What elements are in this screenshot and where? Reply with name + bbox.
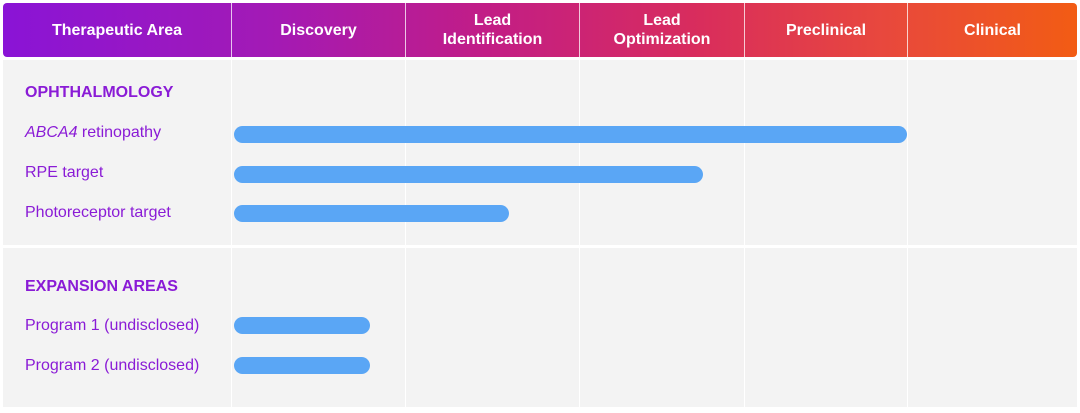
program-label-rpe-target: RPE target	[25, 164, 104, 181]
stage-header: Therapeutic Area Discovery Lead Identifi…	[3, 3, 1077, 57]
header-stage-discovery: Discovery	[280, 21, 357, 39]
header-divider	[231, 3, 232, 57]
header-stage-lead-optimization: Lead Optimization	[613, 12, 711, 48]
program-label-program-1: Program 1 (undisclosed)	[25, 317, 200, 334]
header-divider	[579, 3, 580, 57]
section-ophthalmology: OPHTHALMOLOGY ABCA4 retinopathy RPE targ…	[3, 60, 1077, 245]
program-label-program-2: Program 2 (undisclosed)	[25, 357, 200, 374]
progress-bar-abca4	[234, 126, 907, 143]
header-stage-preclinical: Preclinical	[785, 21, 867, 39]
progress-bar-program-1	[234, 317, 371, 334]
progress-bar-program-2	[234, 357, 371, 374]
progress-bar-rpe-target	[234, 166, 703, 183]
header-divider	[405, 3, 406, 57]
progress-bar-photoreceptor-target	[234, 205, 510, 222]
section-title-expansion-areas: EXPANSION AREAS	[25, 278, 178, 295]
header-therapeutic-area: Therapeutic Area	[51, 21, 183, 39]
header-divider	[744, 3, 745, 57]
program-label-abca4: ABCA4 retinopathy	[25, 124, 162, 141]
program-label-photoreceptor-target: Photoreceptor target	[25, 204, 171, 221]
header-divider	[907, 3, 908, 57]
header-stage-lead-identification: Lead Identification	[442, 12, 543, 48]
section-title-ophthalmology: OPHTHALMOLOGY	[25, 84, 174, 101]
header-stage-clinical: Clinical	[964, 21, 1021, 39]
section-expansion-areas: EXPANSION AREAS Program 1 (undisclosed) …	[3, 248, 1077, 407]
